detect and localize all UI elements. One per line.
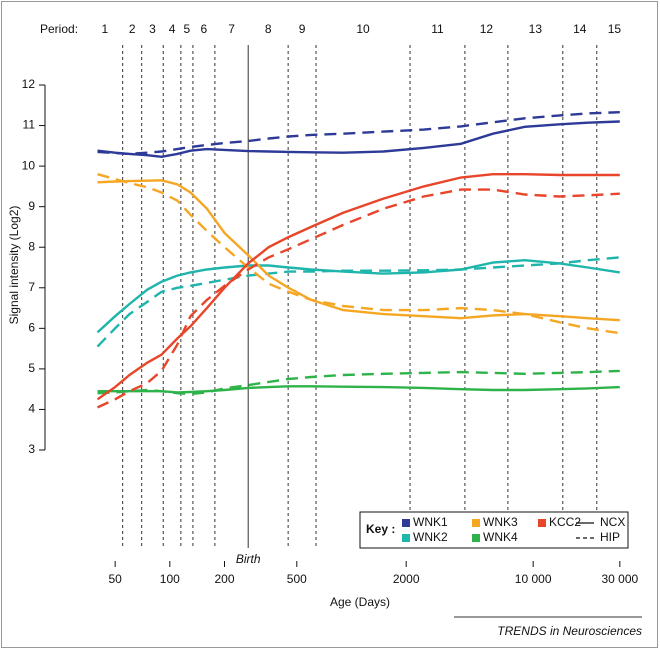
series-line [97,369,620,396]
y-tick-label: 3 [28,442,35,456]
series-line [97,179,620,322]
period-number: 9 [299,22,306,36]
y-tick-label: 10 [22,158,36,172]
series-line [97,385,620,394]
legend-label: WNK4 [483,530,518,544]
period-number: 10 [356,22,370,36]
y-tick-label: 7 [28,280,35,294]
y-tick-label: 9 [28,199,35,213]
period-number: 12 [480,22,494,36]
y-axis-label: Signal intensity (Log2) [7,206,21,325]
y-tick-label: 5 [28,361,35,375]
legend-title: Key : [366,522,395,536]
series-line [96,188,620,409]
period-number: 11 [431,22,444,36]
x-tick-label: 200 [214,572,234,586]
legend-swatch [472,534,480,542]
x-tick-label: 30 000 [601,572,638,586]
legend-swatch [538,519,546,527]
x-tick-label: 10 000 [515,572,552,586]
period-number: 15 [608,22,622,36]
x-tick-label: 50 [108,572,122,586]
series-line [97,120,620,159]
legend-swatch [402,519,410,527]
series-line [96,258,620,334]
legend-style-label: HIP [600,530,620,544]
x-tick-label: 100 [160,572,180,586]
period-number: 8 [265,22,272,36]
y-tick-label: 11 [23,118,36,132]
birth-label: Birth [236,552,261,566]
y-tick-label: 12 [22,77,36,91]
x-tick-label: 2000 [393,572,420,586]
legend-swatch [402,534,410,542]
series-line [97,111,620,156]
period-number: 7 [228,22,235,36]
series-line [97,173,620,335]
period-number: 3 [149,22,156,36]
period-number: 6 [201,22,208,36]
period-number: 5 [184,22,191,36]
period-number: 2 [129,22,136,36]
x-tick-label: 500 [287,572,307,586]
x-axis-label: Age (Days) [330,595,390,609]
legend-label: WNK1 [413,515,448,529]
period-number: 4 [169,22,176,36]
legend-label: WNK2 [413,530,448,544]
period-label: Period: [40,22,78,36]
period-number: 13 [529,22,543,36]
period-number: 1 [101,22,108,36]
y-tick-label: 6 [28,321,35,335]
legend-style-label: NCX [600,515,625,529]
period-number: 14 [573,22,587,36]
legend-label: KCC2 [549,515,581,529]
footer: TRENDS in Neurosciences [497,624,642,638]
y-tick-label: 4 [28,402,35,416]
series-line [96,173,620,401]
y-tick-label: 8 [28,239,35,253]
legend-swatch [472,519,480,527]
legend-label: WNK3 [483,515,518,529]
